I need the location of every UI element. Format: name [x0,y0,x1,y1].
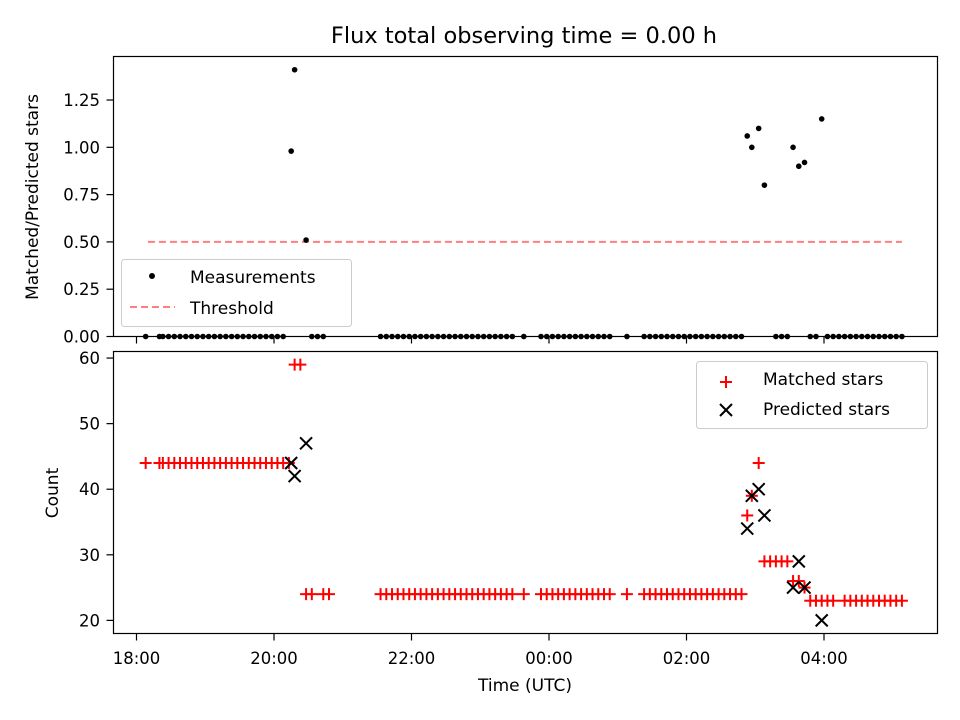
predicted-star-marker [797,580,812,595]
bottom-y-tick-label: 40 [79,480,100,499]
bottom-x-tick-label: 20:00 [250,649,298,668]
legend-matched-marker [720,376,732,388]
bottom-x-tick-label: 00:00 [525,649,573,668]
bottom-x-tick-label: 02:00 [663,649,711,668]
bottom-x-tick-label: 22:00 [388,649,436,668]
top-y-axis-label: Matched/Predicted stars [23,94,43,300]
bottom-y-tick-label: 20 [79,611,100,630]
legend-predicted-label: Predicted stars [763,400,890,420]
bottom-y-axis: 20 30 40 50 60 [79,349,114,630]
predicted-star-marker [751,482,766,496]
matched-star-marker [781,555,794,568]
measurement-point [795,163,802,170]
top-y-tick-label: 1.00 [63,138,100,157]
predicted-star-marker [757,508,772,523]
matched-star-marker [294,358,307,371]
measurement-point [801,159,808,166]
matched-star-marker [603,588,616,601]
predicted-star-marker [740,521,754,536]
top-y-tick-label: 0.25 [63,280,100,299]
legend-matched-label: Matched stars [763,370,883,390]
measurement-point [755,125,762,132]
matched-star-marker [305,588,318,601]
matched-star-marker [620,588,633,601]
predicted-star-marker [786,580,800,595]
matched-star-marker [895,594,908,607]
measurement-point [288,148,294,154]
predicted-stars-points [284,436,829,628]
predicted-star-marker [287,469,302,483]
top-y-tick-label: 0.50 [63,233,100,252]
bottom-y-axis-label: Count [43,467,63,518]
legend-measurements-label: Measurements [190,268,316,288]
top-y-tick-label: 0.75 [63,186,100,205]
top-plot: 0.00 0.25 0.50 0.75 1.00 1.25 Matched/Predict… [23,55,939,347]
legend-measurements-marker [149,273,155,279]
matched-star-marker [139,456,152,469]
top-y-axis: 0.00 0.25 0.50 0.75 1.00 1.25 [63,91,114,347]
matched-star-marker [517,588,530,601]
bottom-x-axis: 18:00 20:00 22:00 00:00 02:00 04:00 [113,633,848,668]
matched-star-marker [506,588,519,601]
bottom-x-tick-label: 04:00 [800,649,848,668]
top-y-tick-label: 1.25 [63,91,100,110]
matched-star-marker [827,594,840,607]
top-plot-frame [112,55,939,338]
bottom-y-tick-label: 50 [79,415,100,434]
matched-star-marker [792,575,805,588]
matched-stars-points [139,358,908,607]
bottom-y-tick-label: 30 [79,546,100,565]
matched-star-marker [323,588,335,601]
top-y-tick-label: 0.00 [63,328,100,347]
matched-star-marker [741,509,754,522]
bottom-legend-box [696,361,928,429]
bottom-plot-frame [112,350,939,635]
predicted-star-marker [299,436,313,451]
measurement-point [303,237,309,243]
bottom-legend: Matched stars Predicted stars [696,361,928,429]
bottom-x-tick-label: 18:00 [113,649,161,668]
measurement-point [744,133,751,139]
bottom-plot: 20 30 40 50 60 18:00 20:00 22:00 00:00 02:00 04:0… [43,349,939,696]
top-legend: Measurements Threshold [121,259,352,327]
top-chart-title: Flux total observing time = 0.00 h [331,23,717,49]
matched-star-marker [752,456,765,469]
top-legend-box [121,259,352,327]
measurement-point [749,144,755,151]
predicted-star-marker [815,613,829,628]
measurement-point [790,144,796,151]
legend-predicted-marker [719,403,733,417]
matched-star-marker [735,588,748,601]
measurement-point [291,66,298,73]
predicted-star-marker [284,456,298,470]
measurement-point [818,116,825,122]
measurement-point [761,182,768,188]
legend-threshold-label: Threshold [189,299,274,319]
matched-star-marker [282,456,295,469]
predicted-star-marker [792,554,806,569]
bottom-x-axis-label: Time (UTC) [477,676,572,696]
bottom-y-tick-label: 60 [79,349,100,368]
